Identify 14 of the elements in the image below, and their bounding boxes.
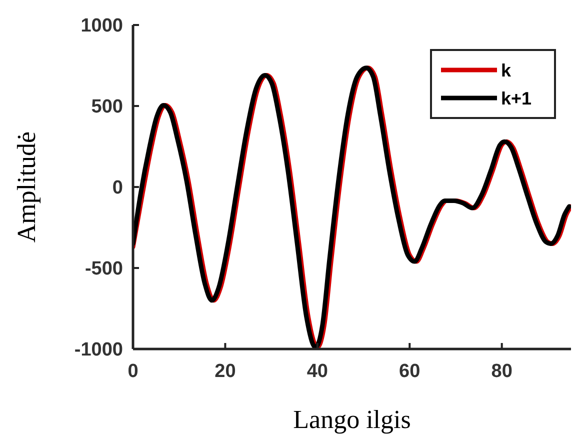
x-tick-label: 80 — [491, 361, 512, 382]
y-axis-title: Amplitudė — [12, 131, 41, 243]
y-tick-label: 0 — [112, 178, 123, 199]
y-tick-label: -500 — [84, 258, 123, 280]
x-axis-title: Lango ilgis — [293, 405, 411, 434]
x-tick-label: 0 — [128, 361, 138, 382]
x-tick-label: 40 — [306, 361, 328, 382]
y-tick-label: 500 — [91, 96, 123, 118]
x-tick-label: 60 — [399, 361, 420, 382]
y-tick-label: 1000 — [80, 16, 123, 37]
legend-label: k — [501, 60, 512, 80]
x-tick-label: 20 — [214, 361, 236, 382]
y-tick-label: -1000 — [74, 340, 123, 361]
legend-label: k+1 — [501, 88, 532, 108]
